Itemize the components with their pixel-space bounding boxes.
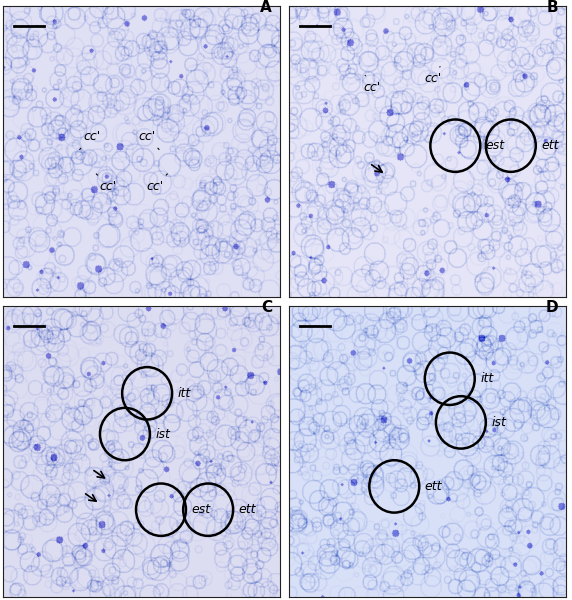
- Text: cc': cc': [96, 174, 117, 193]
- Text: ist: ist: [156, 428, 170, 440]
- Text: cc': cc': [138, 130, 159, 149]
- Text: ett: ett: [425, 480, 442, 493]
- Text: itt: itt: [480, 372, 494, 385]
- Text: B: B: [546, 0, 558, 15]
- Text: est: est: [486, 139, 505, 152]
- Text: cc': cc': [424, 67, 442, 85]
- Text: D: D: [545, 300, 558, 315]
- Text: est: est: [192, 503, 210, 516]
- Text: cc': cc': [80, 130, 100, 149]
- Text: itt: itt: [178, 387, 191, 400]
- Text: ett: ett: [239, 503, 256, 516]
- Text: A: A: [260, 0, 272, 15]
- Text: ett: ett: [541, 139, 559, 152]
- Text: C: C: [261, 300, 272, 315]
- Text: cc': cc': [364, 76, 380, 94]
- Text: ist: ist: [491, 416, 506, 429]
- Text: cc': cc': [147, 174, 168, 193]
